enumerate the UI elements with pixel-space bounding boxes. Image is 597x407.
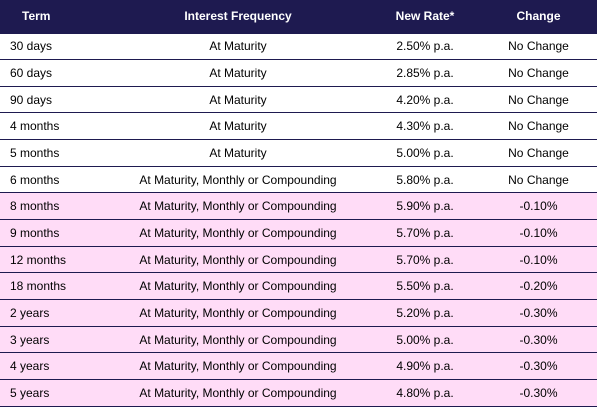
cell-term: 9 months xyxy=(0,219,112,247)
cell-change: -0.30% xyxy=(480,352,597,381)
header-row: Term Interest Frequency New Rate* Change xyxy=(0,0,597,34)
cell-change: -0.10% xyxy=(480,246,597,274)
cell-new-rate: 5.90% p.a. xyxy=(364,192,480,221)
cell-interest-frequency: At Maturity xyxy=(112,33,364,61)
table-body: 30 days At Maturity 2.50% p.a. No Change 60 … xyxy=(0,33,597,407)
table-row: 5 months At Maturity 5.00% p.a. No Change xyxy=(0,139,597,167)
cell-interest-frequency: At Maturity, Monthly or Compounding xyxy=(112,379,364,407)
cell-new-rate: 5.80% p.a. xyxy=(364,166,480,194)
cell-change: No Change xyxy=(480,139,597,167)
cell-term: 4 months xyxy=(0,112,112,141)
cell-new-rate: 5.00% p.a. xyxy=(364,326,480,354)
table-row: 4 months At Maturity 4.30% p.a. No Change xyxy=(0,112,597,141)
cell-change: -0.20% xyxy=(480,272,597,301)
cell-term: 6 months xyxy=(0,166,112,194)
cell-term: 8 months xyxy=(0,192,112,221)
table-row: 5 years At Maturity, Monthly or Compoundi… xyxy=(0,379,597,407)
table-row: 8 months At Maturity, Monthly or Compound… xyxy=(0,192,597,221)
cell-new-rate: 4.80% p.a. xyxy=(364,379,480,407)
cell-new-rate: 5.00% p.a. xyxy=(364,139,480,167)
cell-interest-frequency: At Maturity xyxy=(112,59,364,87)
cell-interest-frequency: At Maturity, Monthly or Compounding xyxy=(112,192,364,221)
cell-term: 4 years xyxy=(0,352,112,381)
cell-change: No Change xyxy=(480,166,597,194)
cell-change: No Change xyxy=(480,59,597,87)
cell-new-rate: 4.90% p.a. xyxy=(364,352,480,381)
cell-change: -0.30% xyxy=(480,326,597,354)
header-change: Change xyxy=(480,0,597,34)
table-row: 4 years At Maturity, Monthly or Compoundi… xyxy=(0,352,597,381)
table-row: 18 months At Maturity, Monthly or Compoun… xyxy=(0,272,597,301)
cell-interest-frequency: At Maturity xyxy=(112,112,364,141)
cell-term: 2 years xyxy=(0,299,112,327)
cell-term: 12 months xyxy=(0,246,112,274)
cell-interest-frequency: At Maturity, Monthly or Compounding xyxy=(112,326,364,354)
header-interest-frequency: Interest Frequency xyxy=(112,0,364,34)
cell-term: 90 days xyxy=(0,86,112,114)
cell-new-rate: 5.70% p.a. xyxy=(364,246,480,274)
cell-term: 5 months xyxy=(0,139,112,167)
cell-new-rate: 5.50% p.a. xyxy=(364,272,480,301)
cell-interest-frequency: At Maturity xyxy=(112,139,364,167)
table-row: 30 days At Maturity 2.50% p.a. No Change xyxy=(0,33,597,61)
cell-term: 18 months xyxy=(0,272,112,301)
cell-change: No Change xyxy=(480,86,597,114)
cell-new-rate: 4.30% p.a. xyxy=(364,112,480,141)
cell-new-rate: 2.50% p.a. xyxy=(364,33,480,61)
cell-change: -0.10% xyxy=(480,192,597,221)
cell-change: No Change xyxy=(480,112,597,141)
cell-term: 3 years xyxy=(0,326,112,354)
cell-term: 30 days xyxy=(0,33,112,61)
table-row: 2 years At Maturity, Monthly or Compoundi… xyxy=(0,299,597,327)
table-row: 90 days At Maturity 4.20% p.a. No Change xyxy=(0,86,597,114)
header-new-rate: New Rate* xyxy=(364,0,480,34)
cell-interest-frequency: At Maturity, Monthly or Compounding xyxy=(112,352,364,381)
cell-term: 60 days xyxy=(0,59,112,87)
cell-interest-frequency: At Maturity xyxy=(112,86,364,114)
cell-term: 5 years xyxy=(0,379,112,407)
cell-interest-frequency: At Maturity, Monthly or Compounding xyxy=(112,219,364,247)
cell-interest-frequency: At Maturity, Monthly or Compounding xyxy=(112,246,364,274)
table-row: 12 months At Maturity, Monthly or Compoun… xyxy=(0,246,597,274)
table-row: 6 months At Maturity, Monthly or Compound… xyxy=(0,166,597,194)
header-term: Term xyxy=(0,0,112,34)
cell-new-rate: 5.20% p.a. xyxy=(364,299,480,327)
cell-new-rate: 5.70% p.a. xyxy=(364,219,480,247)
cell-change: -0.30% xyxy=(480,299,597,327)
cell-change: -0.30% xyxy=(480,379,597,407)
cell-new-rate: 4.20% p.a. xyxy=(364,86,480,114)
cell-interest-frequency: At Maturity, Monthly or Compounding xyxy=(112,166,364,194)
cell-change: No Change xyxy=(480,33,597,61)
table-header: Term Interest Frequency New Rate* Change xyxy=(0,0,597,34)
table-row: 60 days At Maturity 2.85% p.a. No Change xyxy=(0,59,597,87)
table-row: 9 months At Maturity, Monthly or Compound… xyxy=(0,219,597,247)
cell-interest-frequency: At Maturity, Monthly or Compounding xyxy=(112,272,364,301)
cell-change: -0.10% xyxy=(480,219,597,247)
cell-interest-frequency: At Maturity, Monthly or Compounding xyxy=(112,299,364,327)
table-row: 3 years At Maturity, Monthly or Compoundi… xyxy=(0,326,597,354)
cell-new-rate: 2.85% p.a. xyxy=(364,59,480,87)
